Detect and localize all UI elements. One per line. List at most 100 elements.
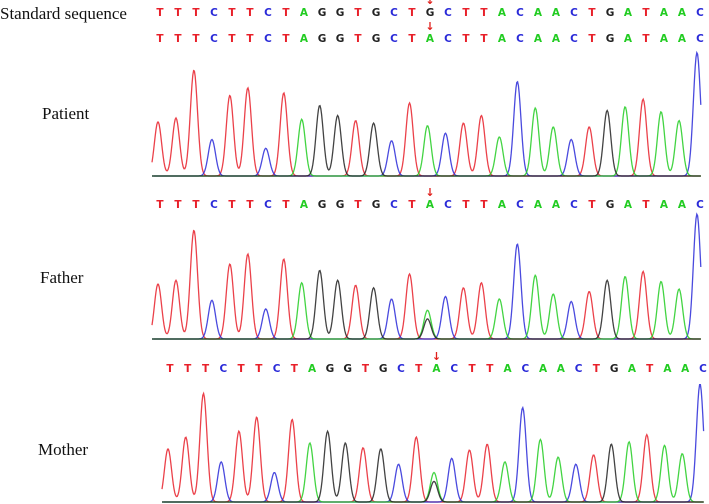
base-letter: T	[646, 363, 654, 375]
base-letter: G	[371, 199, 381, 211]
base-letter: A	[299, 33, 309, 45]
base-letter: T	[486, 363, 494, 375]
base-letter: G	[605, 7, 615, 19]
base-letter: A	[425, 33, 435, 45]
base-letter: T	[192, 7, 200, 19]
base-letter: T	[156, 33, 164, 45]
base-letter: T	[174, 199, 182, 211]
base-letter: G	[605, 199, 615, 211]
base-letter: T	[192, 33, 200, 45]
base-letter: C	[444, 33, 452, 45]
base-letter: A	[663, 363, 672, 375]
base-letter: C	[516, 33, 524, 45]
label-father: Father	[40, 268, 84, 287]
base-letter: C	[450, 363, 459, 375]
base-letter: T	[588, 33, 596, 45]
base-letter: A	[677, 33, 687, 45]
base-letter: T	[237, 363, 245, 375]
base-letter: C	[696, 7, 704, 19]
base-letter: T	[246, 7, 254, 19]
base-letter: A	[627, 363, 636, 375]
base-letter: A	[551, 199, 561, 211]
base-letter: T	[462, 33, 470, 45]
base-letter: A	[299, 7, 309, 19]
base-letter: T	[156, 7, 164, 19]
base-letter: T	[354, 199, 362, 211]
base-letter: C	[264, 199, 272, 211]
base-letter: C	[272, 363, 281, 375]
base-letter: A	[623, 199, 633, 211]
base-letter: G	[609, 363, 619, 375]
mutation-arrow-icon: ↓	[425, 186, 435, 199]
base-letter: G	[335, 199, 345, 211]
base-letter: A	[497, 7, 507, 19]
base-letter: A	[533, 199, 543, 211]
base-letter: A	[623, 7, 633, 19]
base-letter: T	[642, 199, 650, 211]
base-letter: A	[623, 33, 633, 45]
base-letter: T	[592, 363, 600, 375]
base-letter: T	[408, 7, 416, 19]
base-letter: T	[174, 33, 182, 45]
base-letter: G	[378, 363, 388, 375]
base-letter: T	[354, 33, 362, 45]
base-letter: C	[696, 33, 704, 45]
base-letter: A	[497, 199, 507, 211]
base-letter: A	[681, 363, 690, 375]
base-letter: T	[480, 199, 488, 211]
base-letter: A	[659, 199, 669, 211]
base-letter: G	[425, 7, 435, 19]
label-mother: Mother	[38, 440, 89, 459]
base-letter: A	[432, 363, 441, 375]
base-letter: A	[533, 33, 543, 45]
base-letter: G	[335, 7, 345, 19]
base-letter: A	[551, 33, 561, 45]
base-letter: G	[343, 363, 352, 375]
base-letter: G	[317, 7, 327, 19]
base-letter: A	[503, 363, 512, 375]
base-letter: G	[325, 363, 335, 375]
base-letter: C	[390, 7, 398, 19]
label-patient: Patient	[42, 104, 90, 123]
base-letter: T	[282, 33, 290, 45]
base-letter: C	[570, 199, 578, 211]
base-letter: A	[659, 33, 669, 45]
base-letter: A	[425, 199, 435, 211]
base-letter: C	[444, 7, 452, 19]
base-letter: T	[361, 363, 370, 375]
base-letter: C	[390, 33, 398, 45]
base-letter: T	[246, 33, 254, 45]
base-letter: C	[264, 33, 272, 45]
base-letter: T	[246, 199, 254, 211]
base-letter: C	[210, 199, 218, 211]
base-letter: C	[390, 199, 398, 211]
mutation-arrow-icon: ↓	[425, 0, 435, 7]
base-letter: T	[642, 33, 650, 45]
base-letter: T	[282, 199, 290, 211]
base-letter: T	[282, 7, 290, 19]
base-letter: T	[462, 7, 470, 19]
label-standard-sequence: Standard sequence	[0, 4, 127, 23]
base-letter: A	[556, 363, 565, 375]
base-letter: T	[588, 199, 596, 211]
base-letter: T	[255, 363, 263, 375]
base-letter: A	[497, 33, 507, 45]
base-letter: T	[201, 363, 210, 375]
base-letter: A	[677, 7, 687, 19]
base-letter: T	[468, 363, 476, 375]
base-letter: T	[228, 33, 236, 45]
base-letter: T	[184, 363, 192, 375]
base-letter: C	[210, 33, 218, 45]
base-letter: A	[677, 199, 687, 211]
base-letter: C	[210, 7, 218, 19]
base-letter: C	[516, 199, 524, 211]
base-letter: C	[521, 363, 530, 375]
base-letter: T	[462, 199, 470, 211]
base-letter: A	[551, 7, 561, 19]
base-letter: T	[174, 7, 182, 19]
base-letter: C	[397, 363, 405, 375]
base-letter: A	[539, 363, 548, 375]
base-letter: G	[335, 33, 345, 45]
